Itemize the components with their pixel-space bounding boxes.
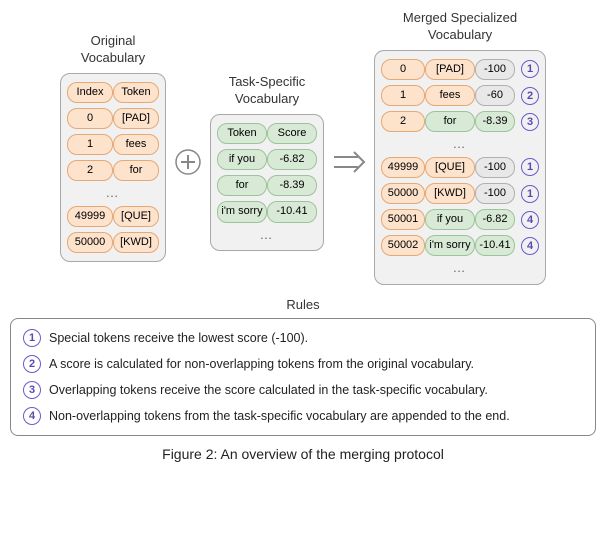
- ellipsis: …: [67, 186, 159, 200]
- vocab-cell: -8.39: [475, 111, 515, 132]
- rule-badge: 4: [23, 407, 41, 425]
- rule-badge: 1: [23, 329, 41, 347]
- vocab-cell: Index: [67, 82, 113, 103]
- rule-badge: 1: [521, 158, 539, 176]
- vocab-cell: Token: [217, 123, 267, 144]
- vocab-cell: -10.41: [267, 201, 317, 222]
- rule-text: Overlapping tokens receive the score cal…: [49, 383, 488, 397]
- merged-row: 50001if you-6.82 4: [381, 209, 539, 230]
- vocab-cell: i'm sorry: [217, 201, 267, 222]
- vocab-cell: -100: [475, 183, 515, 204]
- rule-badge: 2: [23, 355, 41, 373]
- rule-line: 2 A score is calculated for non-overlappi…: [23, 355, 583, 373]
- merged-vocab-wrap: 0[PAD]-10011fees-6022for-8.393…49999[QUE…: [374, 50, 546, 285]
- rule-text: Non-overlapping tokens from the task-spe…: [49, 409, 510, 423]
- task-vocab-block: Task-Specific Vocabulary TokenScoreif yo…: [210, 74, 324, 251]
- vocab-cell: 2: [381, 111, 425, 132]
- vocab-cell: if you: [217, 149, 267, 170]
- vocab-cell: for: [217, 175, 267, 196]
- vocab-cell: -100: [475, 59, 515, 80]
- merged-row: 50000[KWD]-100 1: [381, 183, 539, 204]
- vocab-cell: 50002: [381, 235, 425, 256]
- rule-line: 4 Non-overlapping tokens from the task-sp…: [23, 407, 583, 425]
- rule-badge: 3: [23, 381, 41, 399]
- merged-row: 1fees-60 2: [381, 85, 539, 106]
- vocab-cell: -6.82: [267, 149, 317, 170]
- vocab-cell: [KWD]: [113, 232, 159, 253]
- vocab-cell: Token: [113, 82, 159, 103]
- original-title: Original Vocabulary: [81, 33, 145, 67]
- vocab-cell: 50001: [381, 209, 425, 230]
- figure-caption: Figure 2: An overview of the merging pro…: [10, 446, 596, 462]
- original-vocab-box: IndexToken0[PAD]1fees2for … 49999[QUE]5000…: [60, 73, 166, 263]
- merged-vocab-box: 0[PAD]-10011fees-6022for-8.393…49999[QUE…: [374, 50, 546, 285]
- vocab-cell: -10.41: [475, 235, 515, 256]
- rule-text: Special tokens receive the lowest score …: [49, 331, 308, 345]
- vocab-cell: for: [113, 160, 159, 181]
- rule-text: A score is calculated for non-overlappin…: [49, 357, 474, 371]
- task-title: Task-Specific Vocabulary: [229, 74, 306, 108]
- diagram-top: Original Vocabulary IndexToken0[PAD]1fee…: [10, 10, 596, 285]
- vocab-cell: [QUE]: [113, 206, 159, 227]
- vocab-cell: 0: [67, 108, 113, 129]
- vocab-cell: fees: [425, 85, 475, 106]
- merged-row: 49999[QUE]-100 1: [381, 157, 539, 178]
- merged-row: 2for-8.39 3: [381, 111, 539, 132]
- rules-box: 1 Special tokens receive the lowest score…: [10, 318, 596, 436]
- vocab-cell: 49999: [381, 157, 425, 178]
- merged-title: Merged Specialized Vocabulary: [403, 10, 517, 44]
- vocab-cell: -60: [475, 85, 515, 106]
- arrow-icon: [332, 151, 366, 173]
- rule-line: 1 Special tokens receive the lowest score…: [23, 329, 583, 347]
- rule-badge: 1: [521, 60, 539, 78]
- rule-badge: 1: [521, 185, 539, 203]
- rule-badge: 2: [521, 87, 539, 105]
- vocab-cell: i'm sorry: [425, 235, 475, 256]
- original-vocab-block: Original Vocabulary IndexToken0[PAD]1fee…: [60, 33, 166, 262]
- rule-badge: 4: [521, 211, 539, 229]
- vocab-cell: 49999: [67, 206, 113, 227]
- plus-icon: [174, 148, 202, 176]
- vocab-cell: 50000: [381, 183, 425, 204]
- merged-vocab-block: Merged Specialized Vocabulary 0[PAD]-100…: [374, 10, 546, 285]
- vocab-cell: [KWD]: [425, 183, 475, 204]
- vocab-cell: -100: [475, 157, 515, 178]
- merged-row: 0[PAD]-100 1: [381, 59, 539, 80]
- rule-line: 3 Overlapping tokens receive the score ca…: [23, 381, 583, 399]
- ellipsis: …: [217, 228, 317, 242]
- vocab-cell: 0: [381, 59, 425, 80]
- vocab-cell: -6.82: [475, 209, 515, 230]
- vocab-cell: [PAD]: [425, 59, 475, 80]
- vocab-cell: [QUE]: [425, 157, 475, 178]
- ellipsis: …: [381, 261, 539, 275]
- rule-badge: 3: [521, 113, 539, 131]
- vocab-cell: 50000: [67, 232, 113, 253]
- vocab-cell: Score: [267, 123, 317, 144]
- vocab-cell: 2: [67, 160, 113, 181]
- rule-badge: 4: [521, 237, 539, 255]
- vocab-cell: -8.39: [267, 175, 317, 196]
- vocab-cell: if you: [425, 209, 475, 230]
- ellipsis: …: [381, 137, 539, 151]
- vocab-cell: 1: [67, 134, 113, 155]
- vocab-cell: for: [425, 111, 475, 132]
- vocab-cell: fees: [113, 134, 159, 155]
- rules-section: Rules 1 Special tokens receive the lowest…: [10, 297, 596, 436]
- vocab-cell: 1: [381, 85, 425, 106]
- task-vocab-box: TokenScoreif you-6.82for-8.39i'm sorry-1…: [210, 114, 324, 251]
- merged-row: 50002i'm sorry-10.41 4: [381, 235, 539, 256]
- vocab-cell: [PAD]: [113, 108, 159, 129]
- rules-title: Rules: [10, 297, 596, 312]
